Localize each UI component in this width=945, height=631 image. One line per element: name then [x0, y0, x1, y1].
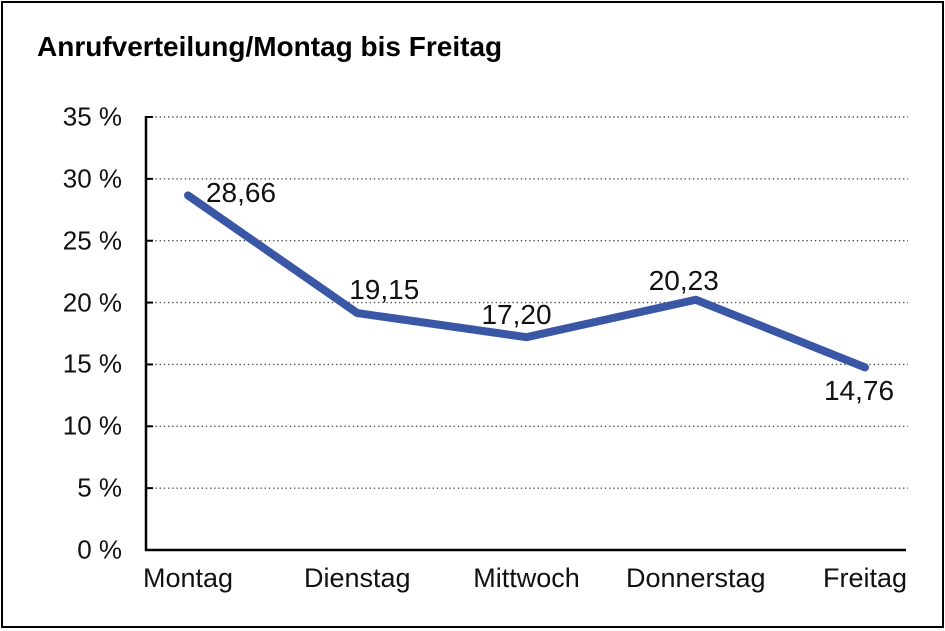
chart-title: Anrufverteilung/Montag bis Freitag [37, 31, 503, 62]
data-value-label: 17,20 [481, 299, 552, 331]
y-tick-label: 5 % [77, 472, 122, 503]
y-tick-label: 35 % [62, 101, 122, 132]
x-tick-label: Donnerstag [625, 563, 766, 593]
y-tick-label: 25 % [62, 225, 122, 256]
x-tick-label: Freitag [822, 563, 908, 593]
data-value-label: 20,23 [648, 264, 719, 296]
x-tick-label: Mittwoch [473, 563, 580, 593]
data-series-line [184, 191, 869, 372]
x-tick-label: Montag [142, 563, 234, 593]
data-value-label: 14,76 [823, 375, 895, 407]
x-tick-label: Dienstag [303, 563, 411, 593]
y-tick-label: 10 % [62, 410, 122, 441]
y-tick-label: 0 % [77, 534, 122, 565]
data-value-label: 28,66 [205, 177, 277, 209]
y-tick-label: 15 % [62, 348, 122, 379]
y-tick-label: 20 % [62, 287, 122, 318]
y-tick-label: 30 % [62, 163, 122, 194]
data-value-label: 19,15 [349, 274, 420, 306]
